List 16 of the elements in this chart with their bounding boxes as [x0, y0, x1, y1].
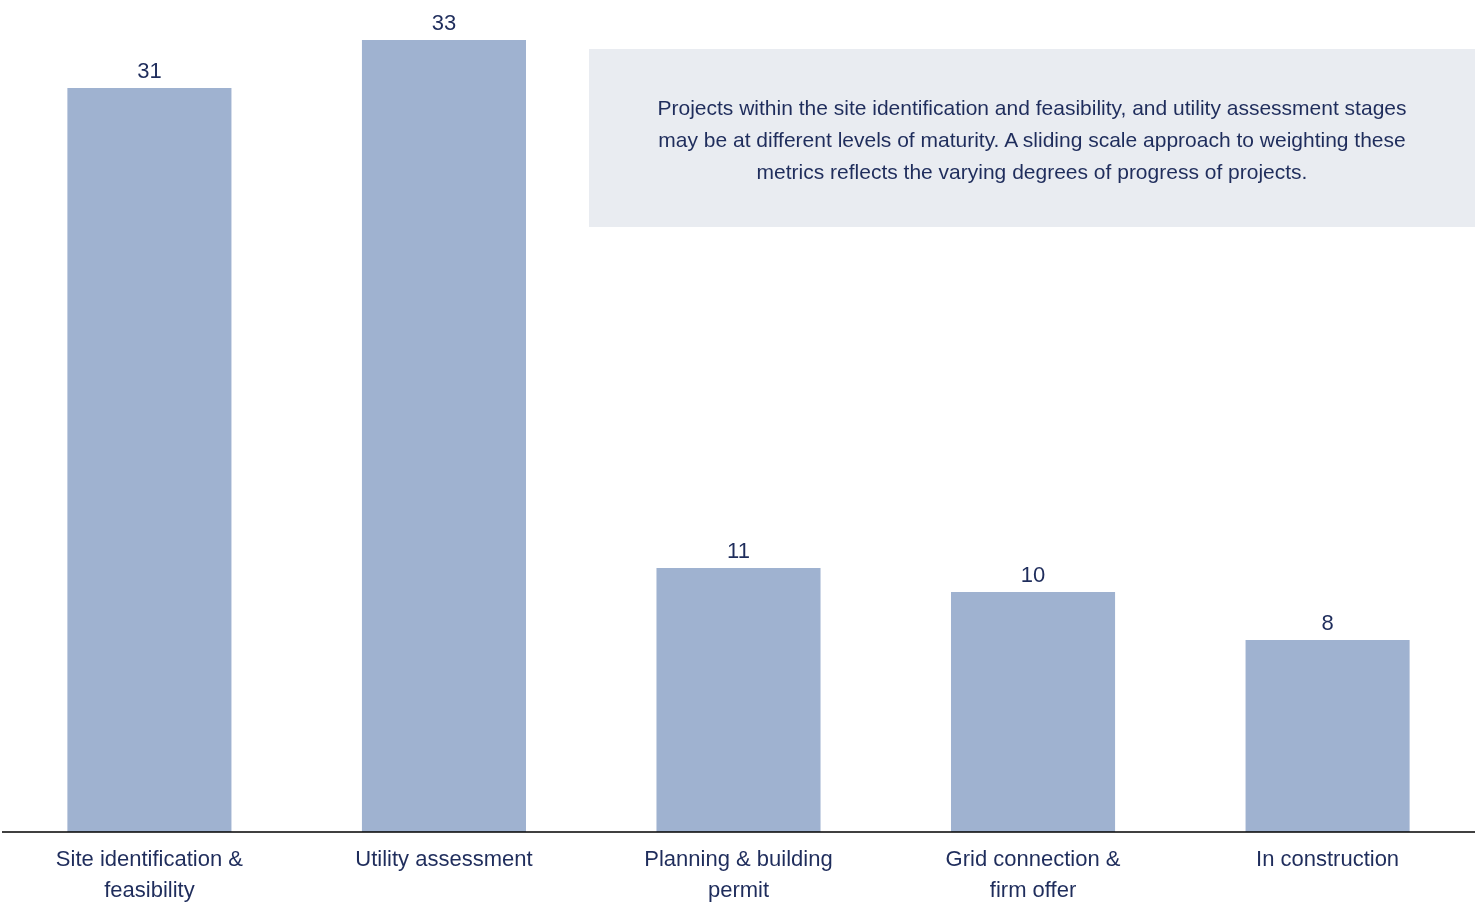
x-tick-label: Planning & building permit	[644, 846, 833, 902]
bar	[1245, 640, 1410, 832]
x-tick-label: Site identification & feasibility	[55, 846, 244, 902]
bar	[656, 568, 821, 832]
data-label: 33	[431, 10, 457, 35]
annotation: Projects within the site identification and feasibility, and utility assessment stages may be at different levels of maturity. A sliding scale approach to weighting these metrics reflects the varying degrees of progress of projects.	[657, 96, 1407, 183]
data-label: 11	[727, 538, 750, 563]
bar	[361, 40, 526, 832]
x-tick-label: Utility assessment	[355, 846, 533, 871]
data-label: 8	[1321, 610, 1334, 635]
data-label: 10	[1020, 562, 1046, 587]
x-tick-label: In construction	[1256, 846, 1400, 871]
bar	[67, 88, 232, 832]
bar	[951, 592, 1116, 832]
data-label: 31	[137, 58, 162, 83]
x-tick-label: Grid connection & firm offer	[945, 846, 1121, 902]
